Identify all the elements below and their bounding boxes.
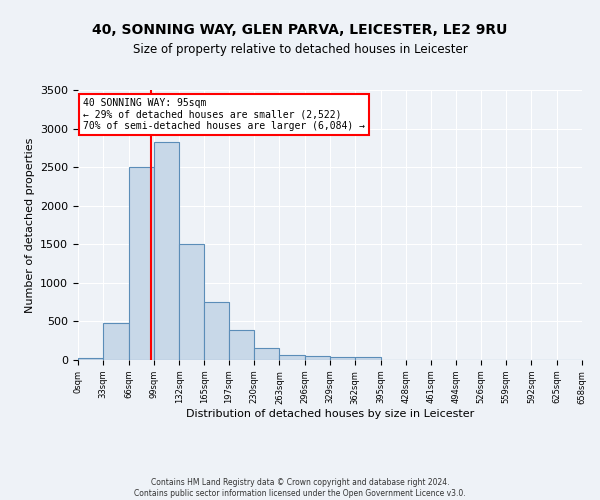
- Y-axis label: Number of detached properties: Number of detached properties: [25, 138, 35, 312]
- Text: 40, SONNING WAY, GLEN PARVA, LEICESTER, LE2 9RU: 40, SONNING WAY, GLEN PARVA, LEICESTER, …: [92, 22, 508, 36]
- Bar: [154, 142, 179, 360]
- Bar: [229, 330, 254, 360]
- Bar: [355, 358, 380, 360]
- Bar: [330, 357, 355, 360]
- Bar: [280, 355, 305, 360]
- X-axis label: Distribution of detached houses by size in Leicester: Distribution of detached houses by size …: [186, 409, 474, 419]
- Bar: [179, 244, 205, 360]
- Bar: [103, 323, 128, 360]
- Bar: [78, 358, 103, 360]
- Text: Size of property relative to detached houses in Leicester: Size of property relative to detached ho…: [133, 42, 467, 56]
- Text: Contains HM Land Registry data © Crown copyright and database right 2024.
Contai: Contains HM Land Registry data © Crown c…: [134, 478, 466, 498]
- Bar: [128, 167, 154, 360]
- Bar: [305, 356, 330, 360]
- Text: 40 SONNING WAY: 95sqm
← 29% of detached houses are smaller (2,522)
70% of semi-d: 40 SONNING WAY: 95sqm ← 29% of detached …: [83, 98, 365, 132]
- Bar: [254, 348, 280, 360]
- Bar: [205, 302, 229, 360]
